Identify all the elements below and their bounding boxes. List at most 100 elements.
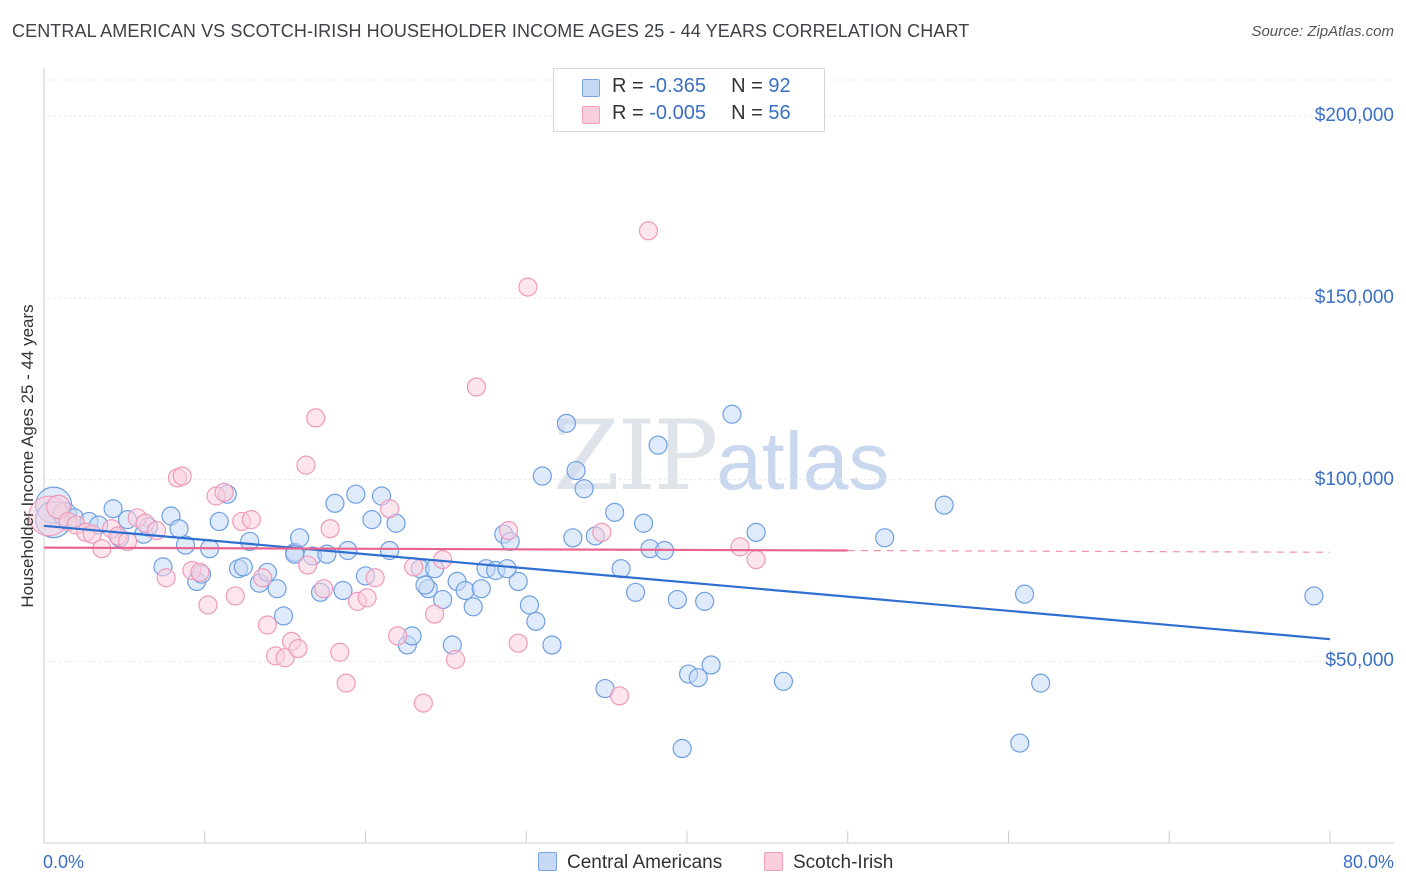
point-central-americans: [1031, 673, 1051, 693]
point-scotch-irish: [241, 510, 261, 530]
point-central-americans: [169, 519, 189, 539]
trend-line-central-americans: [43, 524, 1331, 641]
point-central-americans: [746, 522, 766, 542]
point-central-americans: [672, 738, 692, 759]
point-central-americans: [471, 579, 491, 599]
point-central-americans: [625, 582, 646, 602]
point-central-americans: [103, 499, 123, 519]
point-scotch-irish: [388, 626, 408, 646]
point-central-americans: [209, 511, 229, 532]
point-scotch-irish: [314, 579, 334, 599]
point-central-americans: [1014, 584, 1035, 604]
point-central-americans: [508, 571, 528, 592]
legend-swatch-pink: [582, 106, 600, 124]
point-scotch-irish: [746, 549, 766, 570]
point-central-americans: [611, 559, 631, 579]
point-scotch-irish: [306, 408, 326, 428]
y-tick-label: $150,000: [1314, 287, 1394, 308]
point-scotch-irish: [730, 537, 750, 557]
point-central-americans: [233, 557, 253, 577]
bottom-legend-swatch-blue: [538, 852, 557, 871]
point-central-americans: [934, 495, 954, 515]
legend-r-label: R =: [612, 102, 650, 124]
legend-n-value: 92: [768, 75, 791, 97]
point-central-americans: [667, 589, 687, 610]
legend-r-value: -0.005: [649, 102, 706, 124]
point-scotch-irish: [198, 595, 218, 615]
point-scotch-irish: [380, 499, 400, 519]
point-central-americans: [285, 544, 305, 564]
point-central-americans: [556, 413, 577, 433]
point-central-americans: [497, 559, 517, 579]
point-central-americans: [542, 635, 562, 655]
point-central-americans: [701, 655, 721, 675]
point-central-americans: [722, 404, 742, 424]
point-scotch-irish: [172, 466, 192, 486]
point-scotch-irish: [466, 377, 487, 397]
y-tick-label: $50,000: [1325, 650, 1394, 672]
legend-r-label: R =: [612, 75, 650, 97]
point-scotch-irish: [404, 557, 424, 577]
point-scotch-irish: [320, 519, 340, 539]
point-central-americans: [574, 479, 594, 499]
point-scotch-irish: [638, 221, 659, 241]
legend-n-label: N =: [731, 75, 769, 97]
point-scotch-irish: [330, 642, 350, 662]
point-central-americans: [433, 589, 453, 610]
bottom-legend-scotch-irish: Scotch-Irish: [764, 852, 893, 874]
x-tick-label-max: 80.0%: [1342, 852, 1394, 872]
point-central-americans: [415, 575, 435, 595]
point-scotch-irish: [253, 568, 273, 588]
y-axis-label: Householder Income Ages 25 - 44 years: [18, 304, 37, 608]
point-scotch-irish: [288, 639, 308, 659]
bottom-legend-label: Central Americans: [567, 852, 723, 873]
point-central-americans: [605, 502, 625, 522]
point-central-americans: [1010, 733, 1030, 753]
point-central-americans: [175, 535, 196, 555]
chart-title: CENTRAL AMERICAN VS SCOTCH-IRISH HOUSEHO…: [12, 21, 970, 41]
point-central-americans: [1304, 586, 1324, 606]
point-central-americans: [566, 460, 586, 481]
point-scotch-irish: [190, 562, 210, 582]
y-tick-label: $200,000: [1314, 105, 1394, 127]
point-scotch-irish: [298, 555, 318, 575]
point-central-americans: [563, 528, 583, 548]
point-central-americans: [240, 531, 260, 552]
point-central-americans: [289, 528, 310, 548]
point-scotch-irish: [336, 673, 356, 693]
point-scotch-irish: [413, 693, 433, 713]
point-scotch-irish: [498, 520, 519, 541]
legend-r-value: -0.365: [649, 75, 706, 97]
bottom-legend-swatch-pink: [764, 852, 783, 871]
point-scotch-irish: [257, 615, 278, 635]
point-scotch-irish: [214, 482, 234, 502]
point-central-americans: [875, 528, 895, 548]
point-scotch-irish: [518, 277, 538, 297]
point-central-americans: [526, 611, 546, 631]
trend-line-scotch-irish-extension: [847, 549, 1331, 553]
point-scotch-irish: [592, 522, 612, 542]
point-central-americans: [773, 671, 794, 691]
point-scotch-irish: [357, 588, 377, 608]
point-central-americans: [325, 493, 345, 513]
point-central-americans: [273, 606, 294, 626]
point-central-americans: [333, 580, 353, 601]
series-scotch-irish: [28, 221, 766, 713]
legend-swatch-blue: [582, 79, 600, 97]
point-scotch-irish: [445, 649, 466, 670]
point-central-americans: [648, 435, 668, 455]
bottom-legend-label: Scotch-Irish: [793, 852, 894, 873]
trend-lines: [43, 524, 1331, 641]
trend-line-scotch-irish: [43, 546, 848, 552]
point-scotch-irish: [425, 604, 445, 624]
legend-n-label: N =: [731, 102, 769, 124]
point-scotch-irish: [609, 686, 630, 706]
point-scotch-irish: [365, 568, 385, 588]
correlation-legend: R = -0.365 N = 92 R = -0.005 N = 56: [553, 68, 825, 132]
watermark-atlas: atlas: [716, 416, 890, 507]
point-central-americans: [267, 579, 287, 599]
point-scotch-irish: [296, 455, 316, 475]
legend-n-value: 56: [768, 102, 791, 124]
point-scotch-irish: [225, 586, 245, 606]
